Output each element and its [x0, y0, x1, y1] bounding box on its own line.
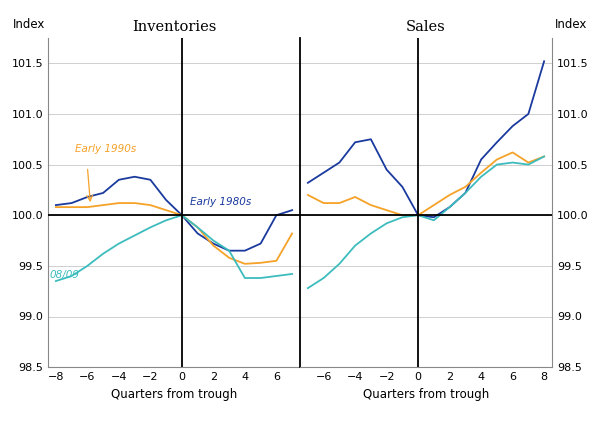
- X-axis label: Quarters from trough: Quarters from trough: [363, 387, 489, 400]
- X-axis label: Quarters from trough: Quarters from trough: [111, 387, 237, 400]
- Text: Index: Index: [13, 19, 46, 31]
- Text: Early 1980s: Early 1980s: [190, 197, 251, 207]
- Text: Index: Index: [554, 19, 587, 31]
- Title: Sales: Sales: [406, 20, 446, 34]
- Title: Inventories: Inventories: [132, 20, 216, 34]
- Text: Early 1990s: Early 1990s: [75, 144, 136, 154]
- Text: 08/09: 08/09: [50, 270, 80, 280]
